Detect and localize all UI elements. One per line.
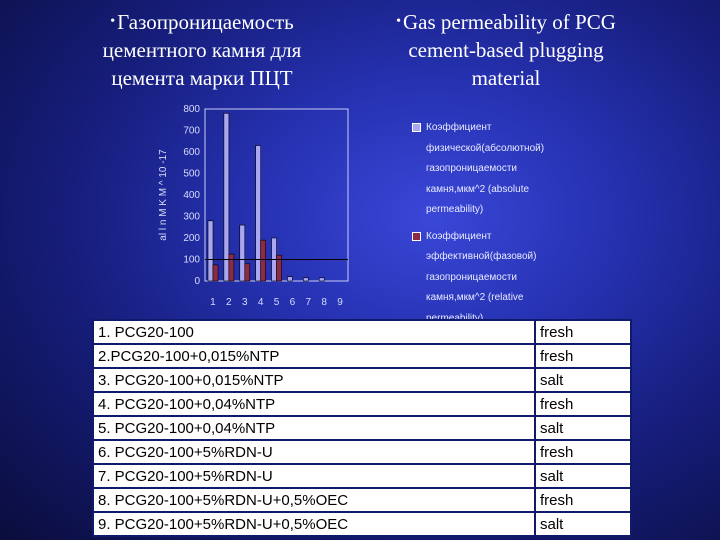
bullet-icon: • — [396, 14, 401, 29]
table-cell-water: fresh — [534, 319, 632, 345]
table-row: 2.PCG20-100+0,015%NTP fresh — [92, 343, 632, 369]
legend-swatch-relative — [412, 231, 421, 241]
legend-line: физической(абсолютной) — [426, 142, 545, 154]
bar — [207, 220, 214, 282]
legend-line: газопроницаемости — [426, 163, 518, 174]
legend-entry-relative: Коэффициент эффективной(фазовой) газопро… — [410, 227, 590, 330]
table-row: 3. PCG20-100+0,015%NTP salt — [92, 367, 632, 393]
y-tick-label: 0 — [194, 276, 200, 287]
right-caption-line-3: material — [471, 66, 541, 90]
y-tick-label: 100 — [183, 255, 200, 266]
y-tick-label: 300 — [183, 212, 200, 223]
table-row: 9. PCG20-100+5%RDN-U+0,5%OEC salt — [92, 511, 632, 537]
legend-line: газопроницаемости — [426, 271, 518, 283]
table-cell-mixture: 5. PCG20-100+0,04%NTP — [92, 415, 536, 441]
y-tick-label: 600 — [183, 147, 200, 158]
right-caption-line-1: •Gas permeability of PCG — [366, 8, 646, 36]
left-caption-line-1: •Газопроницаемость — [72, 8, 332, 36]
x-tick-label: 9 — [337, 297, 343, 308]
y-tick-label: 400 — [183, 190, 200, 201]
table-cell-water: salt — [534, 511, 632, 537]
table-row: 1. PCG20-100 fresh — [92, 319, 632, 345]
table-cell-water: salt — [534, 367, 632, 393]
y-axis-label: al l n M K M ^ 10 -17 — [158, 149, 169, 241]
table-cell-water: fresh — [534, 391, 632, 417]
bar — [244, 263, 251, 282]
table-cell-mixture: 8. PCG20-100+5%RDN-U+0,5%OEC — [92, 487, 536, 513]
table-row: 5. PCG20-100+0,04%NTP salt — [92, 415, 632, 441]
legend-entry-absolute: Коэффициент физической(абсолютной) газоп… — [410, 118, 590, 221]
legend-line: Коэффициент — [426, 122, 492, 133]
table-cell-mixture: 2.PCG20-100+0,015%NTP — [92, 343, 536, 369]
x-tick-label: 2 — [226, 297, 232, 308]
bar — [260, 239, 266, 282]
table-cell-mixture: 3. PCG20-100+0,015%NTP — [92, 367, 536, 393]
x-tick-label: 8 — [321, 297, 327, 308]
bar — [276, 254, 282, 282]
table-cell-mixture: 4. PCG20-100+0,04%NTP — [92, 391, 536, 417]
x-tick-label: 6 — [290, 297, 296, 308]
x-tick-label: 7 — [305, 297, 311, 308]
legend-line: эффективной(фазовой) — [426, 251, 537, 262]
legend-line: камня,мкм^2 (absolute — [426, 183, 530, 195]
mixture-table: 1. PCG20-100 fresh 2.PCG20-100+0,015%NTP f… — [92, 319, 632, 537]
right-caption-line-2: cement-based plugging — [408, 38, 604, 62]
right-caption-text-1: Gas permeability of PCG — [403, 10, 616, 34]
left-caption: •Газопроницаемость цементного камня для … — [72, 8, 332, 92]
table-cell-water: salt — [534, 415, 632, 441]
legend-swatch-absolute — [412, 123, 421, 132]
table-cell-mixture: 6. PCG20-100+5%RDN-U — [92, 439, 536, 465]
bar — [303, 277, 309, 282]
legend-line: permeability) — [426, 312, 484, 324]
bar — [239, 224, 246, 282]
bullet-icon: • — [110, 14, 116, 29]
table-cell-mixture: 7. PCG20-100+5%RDN-U — [92, 463, 536, 489]
x-tick-label: 4 — [258, 297, 264, 308]
table-cell-mixture: 1. PCG20-100 — [92, 319, 536, 345]
y-tick-label: 200 — [183, 233, 200, 244]
left-caption-text-1: Газопроницаемость — [117, 10, 294, 34]
legend-line: permeability) — [426, 204, 484, 215]
table-cell-water: salt — [534, 463, 632, 489]
left-caption-line-3: цемента марки ПЦТ — [111, 66, 293, 90]
y-tick-label: 800 — [183, 104, 200, 115]
table-row: 8. PCG20-100+5%RDN-U+0,5%OEC fresh — [92, 487, 632, 513]
right-caption: •Gas permeability of PCG cement-based pl… — [366, 8, 646, 92]
table-cell-water: fresh — [534, 343, 632, 369]
x-tick-label: 3 — [242, 297, 248, 308]
left-caption-line-2: цементного камня для — [102, 38, 302, 62]
table-cell-water: fresh — [534, 487, 632, 513]
bar — [223, 112, 230, 282]
legend-line: камня,мкм^2 (relative — [426, 292, 524, 303]
table-row: 4. PCG20-100+0,04%NTP fresh — [92, 391, 632, 417]
table-row: 7. PCG20-100+5%RDN-U salt — [92, 463, 632, 489]
chart-legend: Коэффициент физической(абсолютной) газоп… — [410, 118, 590, 329]
y-tick-label: 700 — [183, 126, 200, 137]
table-cell-water: fresh — [534, 439, 632, 465]
bar — [318, 277, 325, 282]
bar — [228, 253, 235, 282]
y-tick-label: 500 — [183, 169, 200, 180]
table-row: 6. PCG20-100+5%RDN-U fresh — [92, 439, 632, 465]
x-tick-label: 1 — [210, 297, 216, 308]
bar — [287, 276, 293, 282]
legend-line: Коэффициент — [426, 230, 492, 242]
table-cell-mixture: 9. PCG20-100+5%RDN-U+0,5%OEC — [92, 511, 536, 537]
bar-chart: 0 100 200 300 400 500 600 700 800 al l n M K M ^ … — [158, 104, 349, 308]
bar — [212, 264, 219, 282]
x-tick-label: 5 — [274, 297, 280, 308]
bar — [255, 145, 261, 282]
